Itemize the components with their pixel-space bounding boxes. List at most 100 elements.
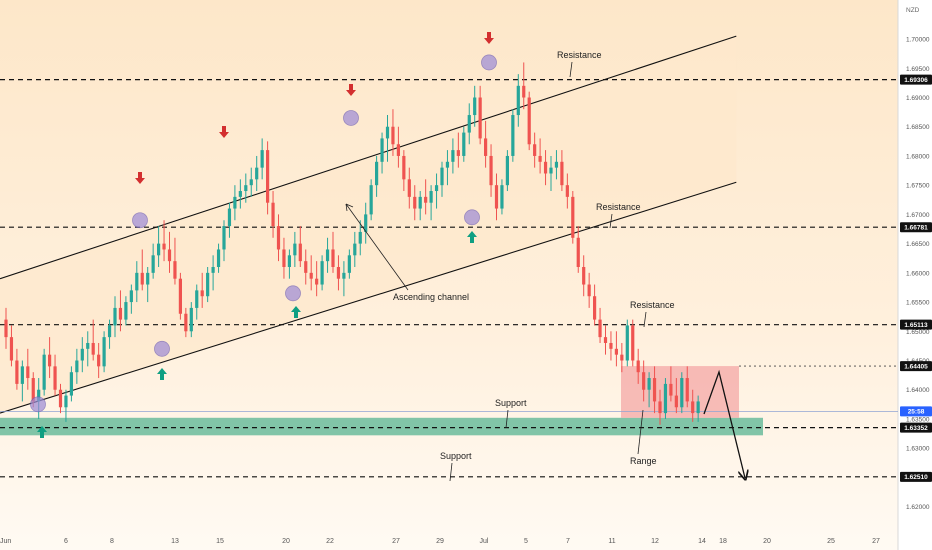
candle — [505, 150, 509, 192]
candle-body — [282, 249, 286, 267]
candle — [511, 109, 515, 162]
candle-body — [473, 97, 477, 116]
price-label-text-rng: 1.64405 — [904, 363, 928, 370]
pointer-support-2 — [449, 462, 453, 482]
candle-body — [369, 185, 373, 215]
candle-body — [494, 185, 499, 209]
candle-body — [315, 278, 319, 285]
candle-body — [549, 167, 553, 174]
candle-body — [696, 401, 700, 414]
candle — [413, 185, 417, 221]
price-label-text-r1: 1.69306 — [904, 77, 928, 84]
candle — [200, 272, 204, 308]
time-tick: 18 — [719, 538, 727, 545]
candle-body — [407, 179, 411, 197]
candle — [429, 185, 433, 221]
candle — [4, 307, 8, 349]
channel-upper-line — [0, 35, 737, 280]
candle — [325, 237, 330, 273]
candle — [593, 284, 597, 326]
projection-path — [703, 369, 745, 478]
candle — [189, 302, 193, 338]
candle-body — [26, 366, 30, 379]
candle-body — [255, 167, 259, 180]
price-tick: 1.67500 — [906, 183, 930, 190]
candle — [375, 155, 379, 197]
candle — [282, 237, 286, 279]
candle-body — [358, 231, 362, 244]
candle — [75, 348, 79, 384]
candle — [353, 231, 357, 267]
candle-body — [75, 360, 79, 373]
candle — [625, 319, 629, 367]
time-tick: 7 — [566, 538, 570, 545]
candle — [146, 267, 150, 303]
candle-body — [582, 267, 586, 285]
candle — [97, 342, 101, 379]
candle-body — [652, 378, 657, 402]
candle — [554, 150, 559, 180]
price-tick: 1.65500 — [906, 300, 930, 307]
candle — [260, 138, 264, 180]
time-tick: 20 — [763, 538, 771, 545]
candle-body — [260, 150, 264, 168]
candle-body — [478, 97, 482, 139]
candle-body — [331, 249, 335, 267]
candle — [462, 126, 466, 162]
candle-body — [484, 138, 488, 156]
price-tick: 1.62000 — [906, 504, 930, 511]
candle — [53, 354, 57, 396]
sell-arrow-icon — [219, 126, 229, 138]
price-label-text-r3: 1.65113 — [904, 322, 928, 329]
candle — [603, 325, 608, 355]
candle — [647, 372, 651, 408]
candle — [238, 179, 242, 209]
candle-body — [195, 290, 199, 308]
candle — [293, 231, 297, 267]
candle — [652, 366, 657, 414]
candle-body — [674, 395, 678, 408]
candle — [113, 296, 117, 338]
candle — [331, 231, 335, 273]
touch-markers — [30, 32, 497, 438]
candle-body — [293, 243, 297, 256]
candle — [663, 378, 668, 419]
candle — [620, 342, 624, 373]
candle-body — [167, 249, 172, 262]
candle — [118, 290, 123, 332]
price-tick: 1.68500 — [906, 124, 930, 131]
price-label-r1 — [900, 74, 932, 85]
candle-body — [598, 319, 602, 338]
candle — [124, 296, 128, 326]
label-support-2: Support — [440, 451, 472, 461]
label-ascending-channel: Ascending channel — [393, 292, 469, 302]
candle — [456, 132, 460, 168]
candle — [135, 261, 139, 303]
candle — [489, 144, 493, 197]
candle — [157, 226, 161, 267]
price-tick: 1.65000 — [906, 329, 930, 336]
candle-body — [554, 161, 559, 168]
candle-body — [691, 401, 695, 414]
candle-body — [200, 290, 204, 297]
candle — [478, 85, 482, 145]
candle-body — [37, 389, 41, 402]
candle — [598, 307, 602, 343]
candle-body — [631, 325, 635, 361]
candle — [680, 372, 684, 414]
candle — [233, 185, 237, 221]
time-tick: Jun — [0, 538, 11, 545]
touch-marker — [285, 285, 301, 302]
candle-body — [353, 243, 357, 256]
candle — [696, 395, 700, 422]
candle-body — [124, 302, 128, 320]
time-axis: Jun 6 8 13 15 20 22 27 29 Jul 5 7 11 12 14 18 20 25 27 — [0, 538, 880, 545]
candle — [151, 243, 155, 279]
candle — [440, 161, 444, 197]
candle-body — [511, 115, 515, 156]
candle-body — [489, 155, 493, 186]
candle — [614, 331, 618, 367]
candle — [380, 132, 384, 174]
candle — [418, 191, 422, 221]
candle — [424, 179, 428, 215]
